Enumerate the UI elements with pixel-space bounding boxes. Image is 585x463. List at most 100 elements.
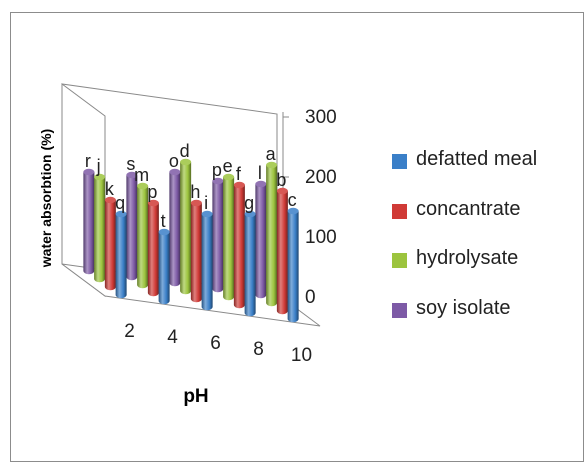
bar-concantrate-2: k bbox=[104, 179, 116, 291]
bar-hydrolysate-2: j bbox=[94, 156, 106, 283]
legend-item-concantrate: concantrate bbox=[392, 198, 582, 248]
bar-body bbox=[244, 214, 256, 317]
bar-body bbox=[223, 177, 235, 301]
bar-top bbox=[158, 228, 170, 236]
legend-swatch-soy-isolate bbox=[392, 302, 407, 318]
bar-letter-label: f bbox=[236, 164, 242, 184]
bar-hydrolysate-6: d bbox=[180, 141, 192, 295]
bar-soy-isolate-6: o bbox=[169, 151, 181, 287]
bar-letter-label: m bbox=[134, 165, 149, 185]
bar-body bbox=[137, 186, 149, 289]
bar-hydrolysate-4: m bbox=[134, 165, 149, 289]
bar-letter-label: b bbox=[276, 170, 286, 190]
bar-body bbox=[287, 211, 299, 323]
bar-concantrate-10: b bbox=[276, 170, 288, 315]
bar-letter-label: q bbox=[115, 193, 125, 213]
bar-body bbox=[255, 184, 267, 299]
bar-letter-label: p bbox=[147, 182, 157, 202]
y-tick-label: 100 bbox=[305, 227, 337, 248]
bar-body bbox=[126, 175, 138, 281]
bar-top bbox=[83, 168, 95, 176]
bar-letter-label: e bbox=[223, 156, 233, 176]
bar-concantrate-6: h bbox=[190, 182, 202, 303]
x-tick-label: 6 bbox=[210, 333, 221, 354]
y-tick-label: 300 bbox=[305, 107, 337, 128]
bar-concantrate-4: p bbox=[147, 182, 159, 297]
bar-top bbox=[287, 207, 299, 215]
bar-top bbox=[201, 210, 213, 218]
bar-body bbox=[201, 214, 213, 311]
bar-letter-label: a bbox=[266, 144, 277, 164]
legend-swatch-hydrolysate bbox=[392, 253, 407, 268]
bar-top bbox=[255, 180, 267, 188]
bar-top bbox=[169, 168, 181, 176]
legend-item-defatted-meal: defatted meal bbox=[392, 148, 582, 198]
bar-letter-label: d bbox=[180, 141, 190, 161]
y-tick-label: 0 bbox=[305, 287, 316, 308]
legend-label: soy isolate bbox=[416, 296, 511, 319]
bar-soy-isolate-10: l bbox=[255, 163, 267, 299]
legend-label: concantrate bbox=[416, 197, 521, 220]
bar-top bbox=[266, 161, 278, 169]
y-axis-label: water absorbtion (%) bbox=[38, 129, 54, 268]
bar-defatted-meal-8: g bbox=[244, 193, 256, 317]
x-tick-label: 8 bbox=[253, 339, 264, 360]
bar-soy-isolate-2: r bbox=[83, 151, 95, 275]
x-tick-label: 2 bbox=[124, 321, 135, 342]
bar-top bbox=[137, 182, 149, 190]
bar-top bbox=[94, 173, 106, 181]
bar-top bbox=[223, 173, 235, 181]
bar-top bbox=[244, 210, 256, 218]
bar-top bbox=[115, 210, 127, 218]
bar-body bbox=[147, 203, 159, 297]
bar-top bbox=[190, 199, 202, 207]
x-axis: 2 4 6 8 10 bbox=[124, 321, 312, 366]
bar-soy-isolate-4: s bbox=[126, 154, 138, 281]
bar-body bbox=[94, 177, 106, 283]
bar-defatted-meal-6: i bbox=[201, 193, 213, 311]
bar-defatted-meal-10: c bbox=[287, 190, 299, 323]
bar-letter-label: g bbox=[244, 193, 254, 213]
bar-letter-label: h bbox=[190, 182, 200, 202]
x-tick-label: 4 bbox=[167, 327, 178, 348]
bar-body bbox=[104, 200, 116, 291]
bar-body bbox=[212, 181, 224, 293]
bar-top bbox=[212, 177, 224, 185]
bar-body bbox=[169, 172, 181, 287]
bar-body bbox=[190, 203, 202, 303]
legend-item-hydrolysate: hydrolysate bbox=[392, 247, 582, 297]
bar-top bbox=[147, 199, 159, 207]
bar-body bbox=[266, 165, 278, 307]
bar-letter-label: i bbox=[204, 193, 208, 213]
bar-defatted-meal-2: q bbox=[115, 193, 127, 299]
bar-hydrolysate-8: e bbox=[223, 156, 235, 301]
bar-letter-label: s bbox=[126, 154, 135, 174]
legend-item-soy-isolate: soy isolate bbox=[392, 297, 582, 347]
bar-letter-label: p bbox=[212, 160, 222, 180]
bar-top bbox=[126, 171, 138, 179]
y-tick-label: 200 bbox=[305, 167, 337, 188]
bar-letter-label: l bbox=[258, 163, 262, 183]
legend-label: hydrolysate bbox=[416, 247, 519, 269]
legend: defatted meal concantrate hydrolysate so… bbox=[392, 148, 582, 346]
bar-body bbox=[158, 232, 170, 305]
bar-body bbox=[83, 172, 95, 275]
bar-top bbox=[104, 196, 116, 204]
bar-top bbox=[180, 158, 192, 166]
bar-soy-isolate-8: p bbox=[212, 160, 224, 293]
bar-hydrolysate-10: a bbox=[266, 144, 278, 307]
bar-letter-label: o bbox=[169, 151, 179, 171]
bar-concantrate-8: f bbox=[233, 164, 245, 309]
bar-body bbox=[180, 162, 192, 295]
legend-label: defatted meal bbox=[416, 148, 538, 170]
x-axis-label: pH bbox=[183, 386, 208, 407]
bar-top bbox=[233, 181, 245, 189]
bar-letter-label: r bbox=[85, 151, 91, 171]
bar-top bbox=[276, 187, 288, 195]
x-tick-label: 10 bbox=[291, 345, 312, 366]
bar-defatted-meal-4: t bbox=[158, 211, 170, 305]
bar-body bbox=[276, 191, 288, 315]
